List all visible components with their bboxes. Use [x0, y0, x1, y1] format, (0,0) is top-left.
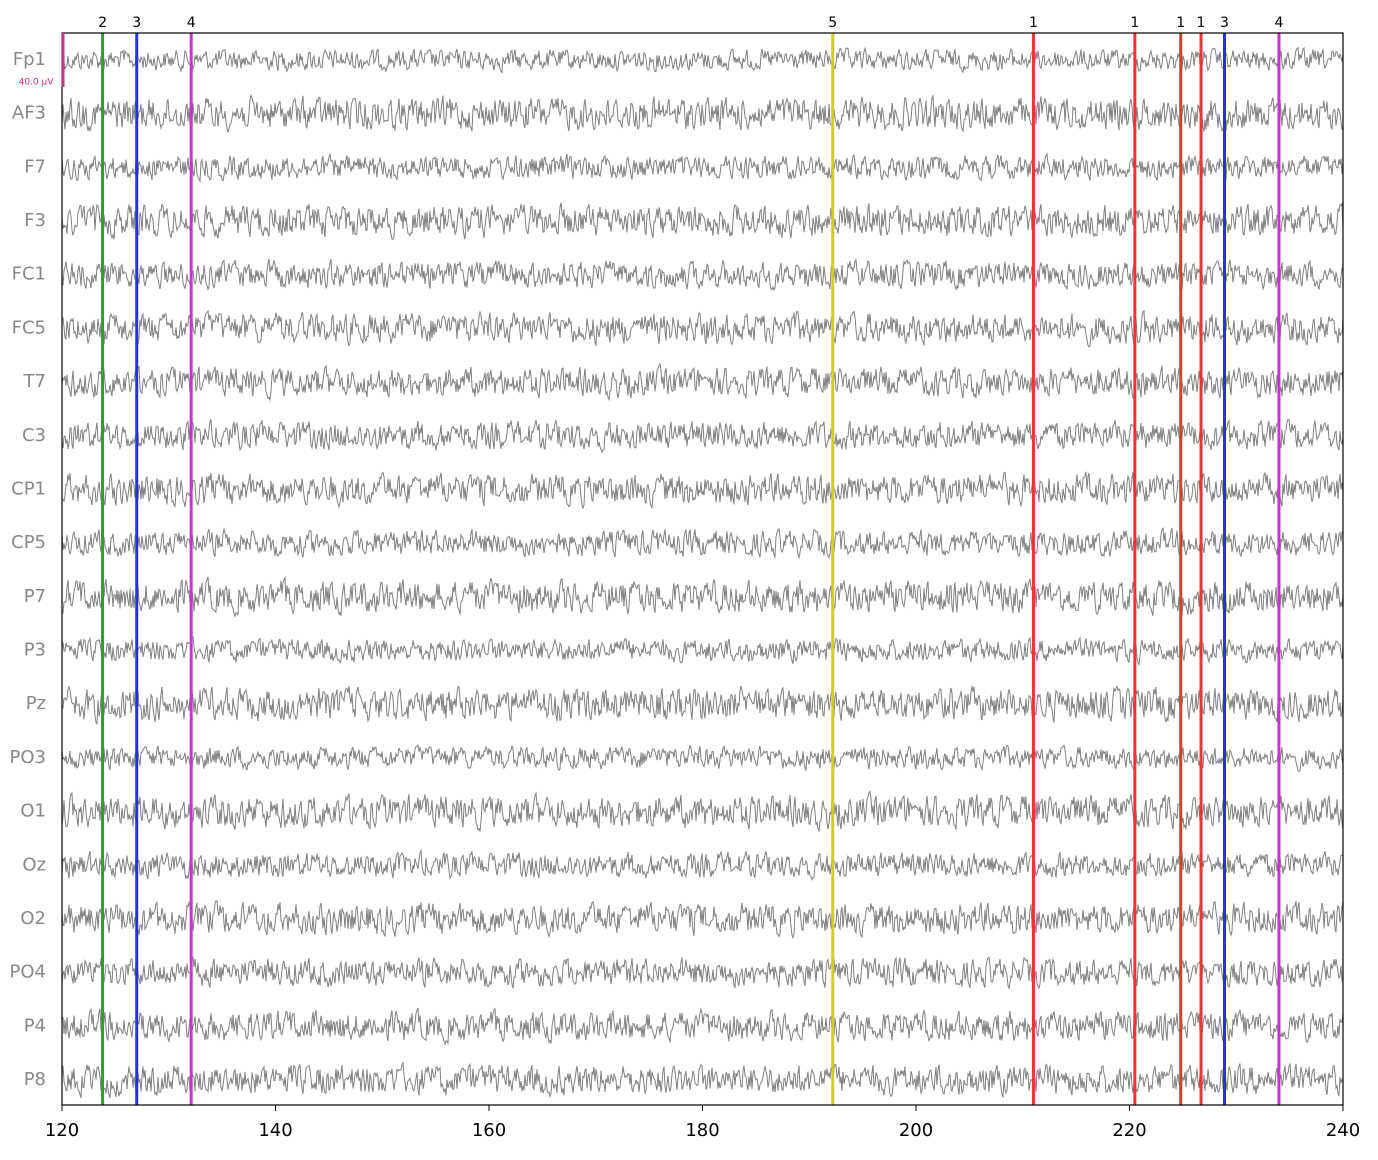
eeg-trace [61, 635, 1344, 667]
event-label: 1 [1176, 15, 1185, 31]
channel-label: P3 [24, 640, 46, 661]
eeg-trace [61, 46, 1344, 74]
channel-label: PO4 [10, 962, 46, 983]
x-tick-label: 120 [45, 1120, 79, 1141]
scale-label: 40.0 µV [19, 78, 55, 88]
channel-label: FC5 [12, 317, 46, 338]
event-label: 5 [828, 15, 837, 31]
traces [61, 46, 1344, 1099]
event-label: 3 [1220, 15, 1229, 31]
eeg-trace [61, 790, 1344, 833]
event-label: 1 [1130, 15, 1139, 31]
channel-label: CP1 [11, 478, 46, 499]
channel-label: F3 [24, 210, 46, 231]
channel-label: C3 [22, 425, 46, 446]
channel-label: Oz [22, 854, 46, 875]
channel-label: P4 [24, 1015, 46, 1036]
eeg-trace [61, 201, 1344, 240]
eeg-trace [61, 900, 1344, 940]
channel-label: F7 [24, 156, 46, 177]
event-label: 1 [1029, 15, 1038, 31]
x-tick-label: 240 [1326, 1120, 1360, 1141]
events [101, 33, 1281, 1105]
x-tick-label: 140 [258, 1120, 292, 1141]
x-tick-label: 180 [685, 1120, 719, 1141]
x-tick-label: 200 [899, 1120, 933, 1141]
event-label: 1 [1197, 15, 1206, 31]
eeg-trace [61, 418, 1344, 454]
channel-label: P8 [24, 1069, 46, 1090]
eeg-trace [61, 258, 1344, 291]
eeg-trace [61, 362, 1344, 402]
channel-label: T7 [23, 371, 46, 392]
eeg-trace [61, 1007, 1344, 1046]
eeg-trace [61, 1062, 1344, 1099]
eeg-trace [61, 152, 1344, 184]
eeg-trace [61, 471, 1344, 510]
channel-label: PO3 [10, 747, 46, 768]
eeg-trace [61, 309, 1344, 348]
eeg-trace [61, 93, 1344, 134]
eeg-trace [61, 684, 1344, 726]
channel-label: FC1 [12, 264, 46, 285]
event-label: 3 [132, 15, 141, 31]
event-label: 4 [187, 15, 196, 31]
eeg-trace [61, 526, 1344, 560]
channel-label: Pz [26, 693, 46, 714]
event-label: 4 [1274, 15, 1283, 31]
channel-label: O1 [20, 801, 46, 822]
channel-label: O2 [20, 908, 46, 929]
channel-label: CP5 [11, 532, 46, 553]
channel-label: Fp1 [13, 49, 46, 70]
channel-label: AF3 [12, 103, 46, 124]
eeg-trace [61, 956, 1344, 991]
plot-area [62, 33, 1343, 1105]
eeg-trace [61, 744, 1344, 773]
eeg-trace [61, 848, 1344, 881]
channel-label: P7 [24, 586, 46, 607]
x-tick-label: 220 [1112, 1120, 1146, 1141]
event-label: 2 [98, 15, 107, 31]
eeg-trace [61, 576, 1344, 618]
x-tick-label: 160 [472, 1120, 506, 1141]
